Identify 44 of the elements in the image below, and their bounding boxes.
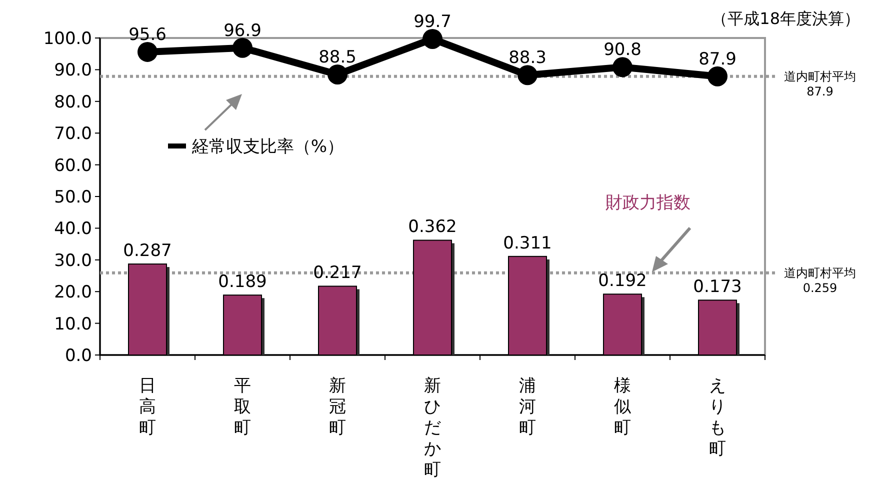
y-tick-label: 20.0: [54, 282, 92, 303]
y-tick-label: 100.0: [43, 29, 92, 49]
legend-label: 経常収支比率（%）: [190, 137, 344, 157]
x-tick-label: 浦河町: [519, 376, 536, 438]
data-label: 96.9: [224, 20, 262, 41]
x-tick-label: 平取町: [234, 376, 251, 438]
point: [422, 28, 442, 49]
y-tick-label: 10.0: [54, 314, 92, 334]
point: [518, 65, 538, 86]
x-tick-label: 日高町: [139, 376, 156, 438]
y-tick-label: 40.0: [54, 219, 92, 240]
data-label: 99.7: [414, 12, 452, 32]
y-tick-label: 70.0: [54, 124, 92, 144]
ref-line-label: 道内町村平均 87.9: [784, 69, 856, 98]
data-label: 88.5: [318, 47, 356, 68]
data-label: 0.189: [218, 272, 267, 292]
point: [612, 57, 632, 78]
data-label: 0.311: [503, 233, 552, 254]
data-label: 87.9: [698, 49, 736, 70]
x-tick-label: 様似町: [614, 376, 631, 438]
data-label: 95.6: [128, 24, 166, 45]
point: [328, 64, 348, 84]
y-tick-label: 50.0: [54, 188, 92, 208]
text: 財政力指数: [606, 193, 690, 213]
y-tick-label: 0.0: [64, 346, 92, 366]
data-label: 88.3: [508, 48, 546, 68]
x-tick-label: 新冠町: [329, 376, 346, 438]
data-label: 90.8: [604, 40, 642, 60]
y-tick-label: 90.0: [54, 60, 92, 81]
y-tick-label: 60.0: [54, 156, 92, 176]
point: [138, 42, 158, 62]
y-tick-label: 80.0: [54, 92, 92, 112]
x-tick-label: 新ひだか町: [424, 376, 441, 480]
y-tick-label: 30.0: [54, 250, 92, 271]
point: [708, 66, 728, 86]
text: （平成18年度決算）: [712, 9, 860, 28]
x-tick-label: えりも町: [709, 376, 726, 459]
data-label: 0.362: [408, 217, 457, 238]
data-label: 0.173: [693, 277, 742, 298]
data-label: 0.192: [598, 271, 647, 292]
data-label: 0.287: [123, 241, 172, 262]
ref-line-label: 道内町村平均 0.259: [784, 266, 856, 295]
point: [232, 38, 252, 58]
data-label: 0.217: [313, 263, 362, 284]
